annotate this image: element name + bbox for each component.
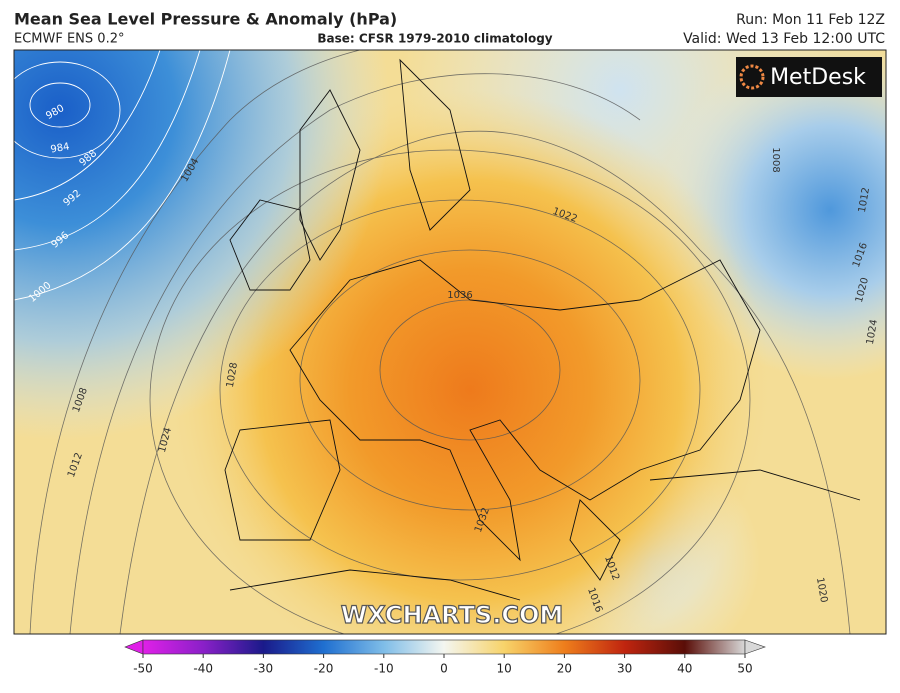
colorbar-high-end <box>744 639 766 655</box>
watermark: WXCHARTS.COM <box>341 601 563 629</box>
colorbar <box>142 639 746 655</box>
title: Mean Sea Level Pressure & Anomaly (hPa) <box>14 10 397 29</box>
isobar-label: 1036 <box>447 290 472 301</box>
colorbar-tick-label: 50 <box>737 662 752 676</box>
map <box>14 50 886 634</box>
map-frame <box>13 49 887 635</box>
colorbar-tick-label: -50 <box>133 662 153 676</box>
colorbar-tick-label: -40 <box>193 662 213 676</box>
colorbar-tick-label: -10 <box>374 662 394 676</box>
isobar-label: 984 <box>50 141 71 155</box>
isobar-label: 1028 <box>225 362 240 389</box>
logo: MetDesk <box>770 65 866 90</box>
colorbar-tick-label: 10 <box>497 662 512 676</box>
colorbar-tick-label: 0 <box>440 662 448 676</box>
model: ECMWF ENS 0.2° <box>14 32 124 47</box>
colorbar-tick-label: 20 <box>557 662 572 676</box>
isobar-label: 1012 <box>857 187 872 214</box>
valid: Valid: Wed 13 Feb 12:00 UTC <box>683 31 885 47</box>
colorbar-tick-label: 30 <box>617 662 632 676</box>
logo-icon <box>739 64 765 90</box>
base: Base: CFSR 1979-2010 climatology <box>317 32 552 46</box>
colorbar-tick-label: 40 <box>677 662 692 676</box>
run: Run: Mon 11 Feb 12Z <box>736 12 885 28</box>
colorbar-tick-label: -30 <box>254 662 274 676</box>
isobar-label: 1008 <box>770 147 781 172</box>
isobar-label: 1024 <box>865 319 880 346</box>
colorbar-ticks: -50 -40 -30 -20 -10 0 10 20 30 40 50 <box>133 654 753 676</box>
colorbar-tick-label: -20 <box>314 662 334 676</box>
colorbar-low-end <box>124 639 144 655</box>
logo-box <box>736 57 882 97</box>
isobar-label: 1020 <box>814 577 829 604</box>
